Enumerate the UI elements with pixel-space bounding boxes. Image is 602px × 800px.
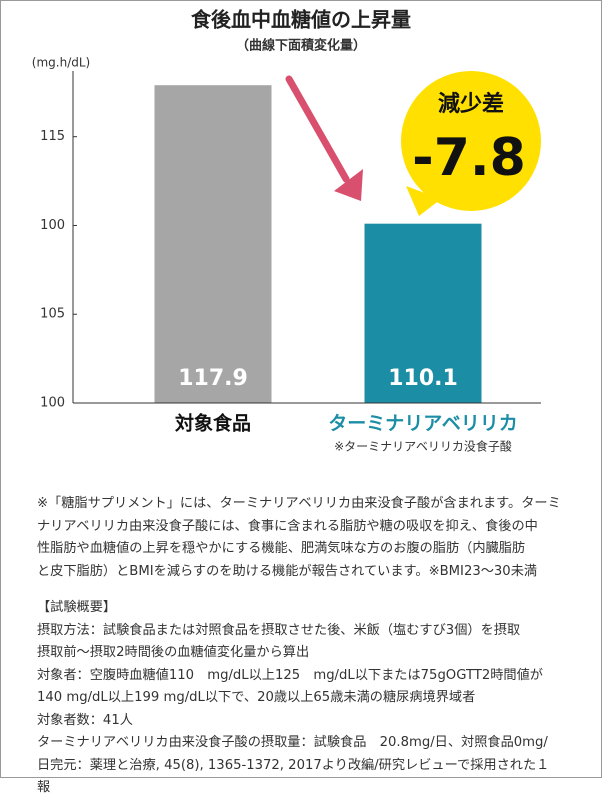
summary-line: 報	[37, 780, 51, 795]
arrow	[285, 75, 350, 183]
y-tick-label: 100	[40, 218, 65, 233]
x-tick-label: ターミナリアベリリカ	[328, 413, 518, 435]
y-tick-label: 105	[40, 307, 65, 322]
chart: 食後血中血糖値の上昇量 （曲線下面積変化量） (mg.h/dL) 100 105 1…	[32, 8, 541, 454]
summary-line: 対象者数：41人	[37, 712, 133, 728]
note-line: と皮下脂肪）とBMIを減らすのを助ける機能が報告されています。※BMI23～30…	[37, 563, 538, 579]
summary-line: 摂取前～摂取2時間後の血糖値変化量から算出	[37, 645, 310, 660]
bubble	[401, 71, 541, 211]
value-label: 110.1	[388, 366, 458, 391]
chart-subtitle: （曲線下面積変化量）	[236, 38, 366, 54]
summary-line: 日完元：薬理と治療, 45(8), 1365-1372, 2017より改編/研究…	[37, 757, 550, 773]
y-axis-label: (mg.h/dL)	[32, 56, 90, 70]
annotation-label: 減少差	[438, 91, 504, 117]
gap	[37, 583, 561, 597]
y-tick-label: 100	[40, 396, 65, 411]
value-label: 117.9	[178, 366, 248, 391]
note-line: ナリアベリリカ由来没食子酸には、食事に含まれる脂肪や糖の吸収を抑え、食後の中	[37, 518, 538, 534]
x-tick-label: 対象食品	[174, 412, 251, 435]
summary-line: 【試験概要】	[37, 600, 117, 615]
arrow-head	[334, 169, 363, 201]
y-tick-label: 115	[40, 129, 65, 144]
chart-title: 食後血中血糖値の上昇量	[191, 8, 411, 32]
annotation-value: -7.8	[412, 128, 526, 188]
note-line: 性脂肪や血糖値の上昇を穏やかにする機能、肥満気味な方のお腹の脂肪（内臓脂肪	[37, 541, 526, 556]
bar	[154, 85, 272, 403]
bubble-tail	[406, 186, 441, 216]
summary-line: ターミナリアベリリカ由来没食子酸の摂取量：試験食品 20.8mg/日、対照食品0…	[37, 735, 548, 750]
summary-line: 摂取方法：試験食品または対照食品を摂取させた後、米飯（塩むすび3個）を摂取	[37, 622, 521, 638]
note-line: ※「糖脂サプリメント」には、ターミナリアベリリカ由来没食子酸が含まれます。ターミ	[37, 496, 561, 511]
summary-line: 対象者：空腹時血糖値110 mg/dL以上125 mg/dL以下または75gOG…	[37, 667, 543, 683]
notes: ※「糖脂サプリメント」には、ターミナリアベリリカ由来没食子酸が含まれます。ターミ…	[37, 493, 561, 800]
summary-line: 140 mg/dL以上199 mg/dL以下で、20歳以上65歳未満の糖尿病境界…	[37, 690, 476, 705]
category-note: ※ターミナリアベリリカ没食子酸	[334, 439, 512, 454]
bar	[364, 223, 482, 403]
